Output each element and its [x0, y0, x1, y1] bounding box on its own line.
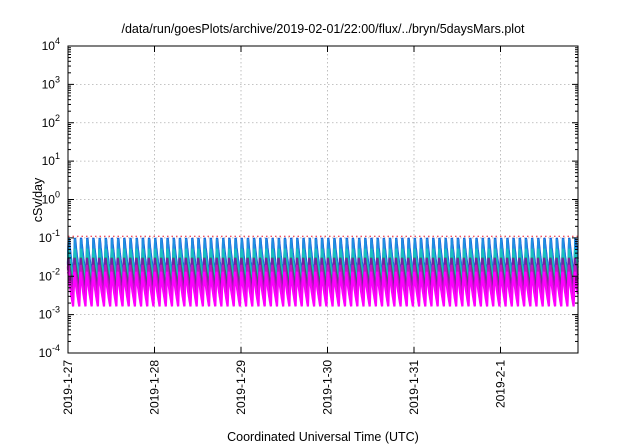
y-tick-label: 102	[42, 113, 60, 130]
x-tick-label: 2019-1-31	[407, 360, 421, 415]
series-line	[66, 271, 579, 307]
x-tick-label: 2019-1-30	[321, 360, 335, 415]
x-tick-label: 2019-1-28	[148, 360, 162, 415]
y-tick-label: 100	[42, 190, 60, 207]
series-line	[66, 248, 579, 282]
y-tick-label: 10-3	[39, 305, 60, 322]
y-tick-labels: 10-4 10-3 10-2 10-1 100 101 102 103 104	[39, 36, 60, 360]
x-tick-label: 2019-1-29	[234, 360, 248, 415]
x-tick-label: 2019-2-1	[494, 360, 508, 408]
y-tick-label: 101	[42, 151, 60, 168]
y-tick-label: 10-2	[39, 266, 60, 283]
axis-ticks	[67, 45, 578, 354]
x-tick-label: 2019-1-27	[61, 360, 75, 415]
series-group	[66, 235, 579, 307]
grid	[68, 46, 578, 353]
y-tick-label: 103	[42, 74, 60, 91]
y-tick-label: 10-1	[39, 228, 60, 245]
y-tick-label: 10-4	[39, 343, 60, 360]
chart-title: /data/run/goesPlots/archive/2019-02-01/2…	[121, 22, 525, 36]
x-tick-labels: 2019-1-27 2019-1-28 2019-1-29 2019-1-30 2019…	[61, 360, 508, 415]
y-tick-label: 104	[42, 36, 60, 53]
x-axis-label: Coordinated Universal Time (UTC)	[227, 430, 419, 444]
